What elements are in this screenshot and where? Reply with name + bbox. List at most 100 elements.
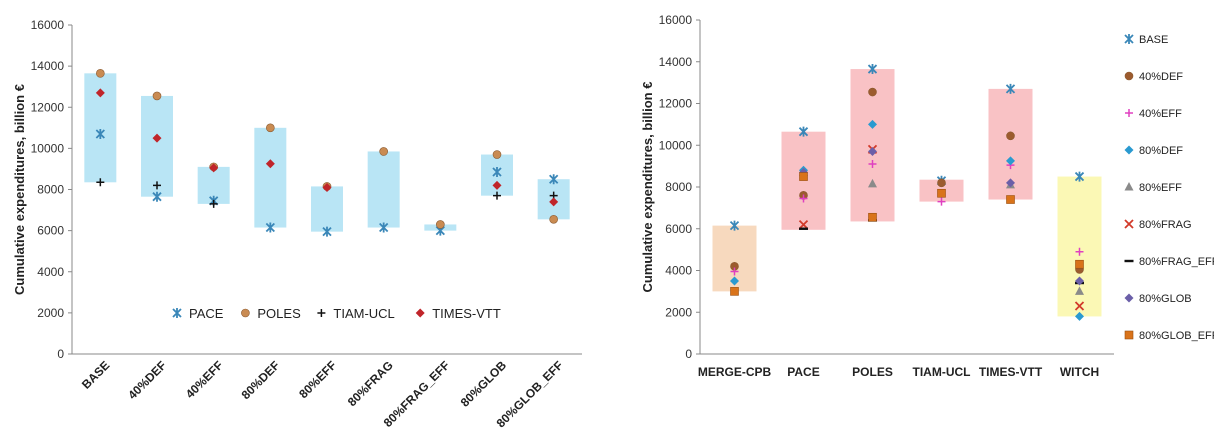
data-point-shape xyxy=(1005,83,1016,94)
data-point xyxy=(1074,171,1085,182)
data-point-shape xyxy=(152,91,162,101)
data-point xyxy=(1006,195,1015,204)
legend-label: 80%DEF xyxy=(1139,145,1183,157)
data-point xyxy=(1075,247,1084,256)
data-point-shape xyxy=(492,180,502,190)
data-point-shape xyxy=(799,227,808,230)
legend-marker xyxy=(172,308,182,318)
range-box xyxy=(311,186,343,232)
y-tick-label: 10000 xyxy=(659,138,693,152)
data-point-shape xyxy=(322,226,332,237)
legend-marker xyxy=(1125,109,1133,117)
x-tick-label: TIMES-VTT xyxy=(979,365,1043,379)
data-point xyxy=(152,191,162,202)
legend-label: BASE xyxy=(1139,34,1168,46)
data-point-shape xyxy=(152,133,162,143)
legend-marker xyxy=(1124,259,1134,263)
data-point xyxy=(493,191,501,200)
data-point-shape xyxy=(1075,286,1084,295)
data-point xyxy=(436,220,445,229)
data-point-shape xyxy=(1006,131,1015,141)
data-point xyxy=(1075,311,1084,321)
x-tick-label: 40%DEF xyxy=(125,358,169,402)
data-point-shape xyxy=(868,147,877,157)
data-point-shape xyxy=(266,123,275,133)
legend-marker xyxy=(317,309,326,317)
y-tick-label: 2000 xyxy=(665,305,692,319)
data-point-shape xyxy=(95,88,105,98)
data-point-shape xyxy=(730,267,739,276)
legend-label: POLES xyxy=(257,306,301,321)
data-point xyxy=(799,227,808,230)
data-point-shape xyxy=(1075,259,1084,269)
data-point xyxy=(730,276,739,286)
x-tick-label: POLES xyxy=(852,365,893,379)
legend-marker-shape xyxy=(1124,293,1134,303)
data-point xyxy=(549,215,558,224)
right-chart: Cumulative expenditures, billion € 0 2000 4… xyxy=(640,13,1214,379)
data-point xyxy=(1075,259,1084,269)
data-point xyxy=(549,197,559,207)
legend-marker xyxy=(1124,182,1134,191)
data-point-shape xyxy=(492,167,502,178)
data-point-shape xyxy=(209,199,218,208)
x-tick-label: 80%EFF xyxy=(296,358,339,401)
data-point xyxy=(868,212,877,222)
legend-label: PACE xyxy=(189,306,224,321)
y-axis-label: Cumulative expenditures, billion € xyxy=(12,84,27,295)
data-point xyxy=(1075,276,1084,286)
data-point-shape xyxy=(492,150,502,159)
data-point xyxy=(730,287,739,296)
x-tick-label: 40%EFF xyxy=(183,358,226,401)
data-point-shape xyxy=(868,87,877,97)
data-point xyxy=(379,222,389,233)
legend-label: 40%DEF xyxy=(1139,71,1183,83)
data-point-shape xyxy=(730,287,739,296)
legend-marker xyxy=(1124,293,1134,303)
legend-marker-shape xyxy=(1124,145,1134,155)
y-tick-label: 4000 xyxy=(37,265,64,279)
legend-marker-shape xyxy=(241,308,250,318)
y-tick-label: 8000 xyxy=(665,180,692,194)
legend-marker-shape xyxy=(1124,219,1134,229)
x-tick-label: 80%GLOB xyxy=(458,358,510,410)
data-point xyxy=(798,126,809,137)
legend-label: 80%FRAG_EFF xyxy=(1139,256,1214,268)
data-point-shape xyxy=(493,191,501,200)
data-point xyxy=(152,91,162,101)
x-tick-label: WITCH xyxy=(1060,365,1099,379)
data-point xyxy=(937,178,946,188)
y-axis-label: Cumulative expenditures, billion € xyxy=(640,82,655,293)
data-point xyxy=(1006,178,1015,188)
data-point-shape xyxy=(868,212,877,222)
data-point xyxy=(868,147,877,157)
y-tick-label: 4000 xyxy=(665,264,692,278)
legend-marker xyxy=(1124,34,1134,44)
data-point xyxy=(549,174,559,185)
data-point-shape xyxy=(549,197,559,207)
data-point-shape xyxy=(1006,156,1015,166)
data-point-shape xyxy=(1075,247,1084,256)
data-point xyxy=(492,150,502,159)
data-point xyxy=(265,222,275,233)
range-box xyxy=(141,95,173,197)
data-point-shape xyxy=(937,178,946,188)
data-point xyxy=(867,64,878,75)
data-point-shape xyxy=(436,220,445,229)
data-point xyxy=(492,167,502,178)
legend-label: TIAM-UCL xyxy=(333,306,394,321)
data-point xyxy=(266,123,275,133)
y-tick-label: 12000 xyxy=(31,100,65,114)
data-point xyxy=(152,133,162,143)
legend-marker xyxy=(241,308,250,318)
data-point xyxy=(868,87,877,97)
data-point xyxy=(730,267,739,276)
legend-marker xyxy=(415,308,425,318)
range-box xyxy=(254,127,287,228)
legend-marker-shape xyxy=(1125,109,1133,117)
data-point-shape xyxy=(867,64,878,75)
legend-marker-shape xyxy=(1124,330,1134,340)
y-tick-label: 10000 xyxy=(31,141,65,155)
y-tick-label: 6000 xyxy=(665,222,692,236)
data-point-shape xyxy=(1074,171,1085,182)
